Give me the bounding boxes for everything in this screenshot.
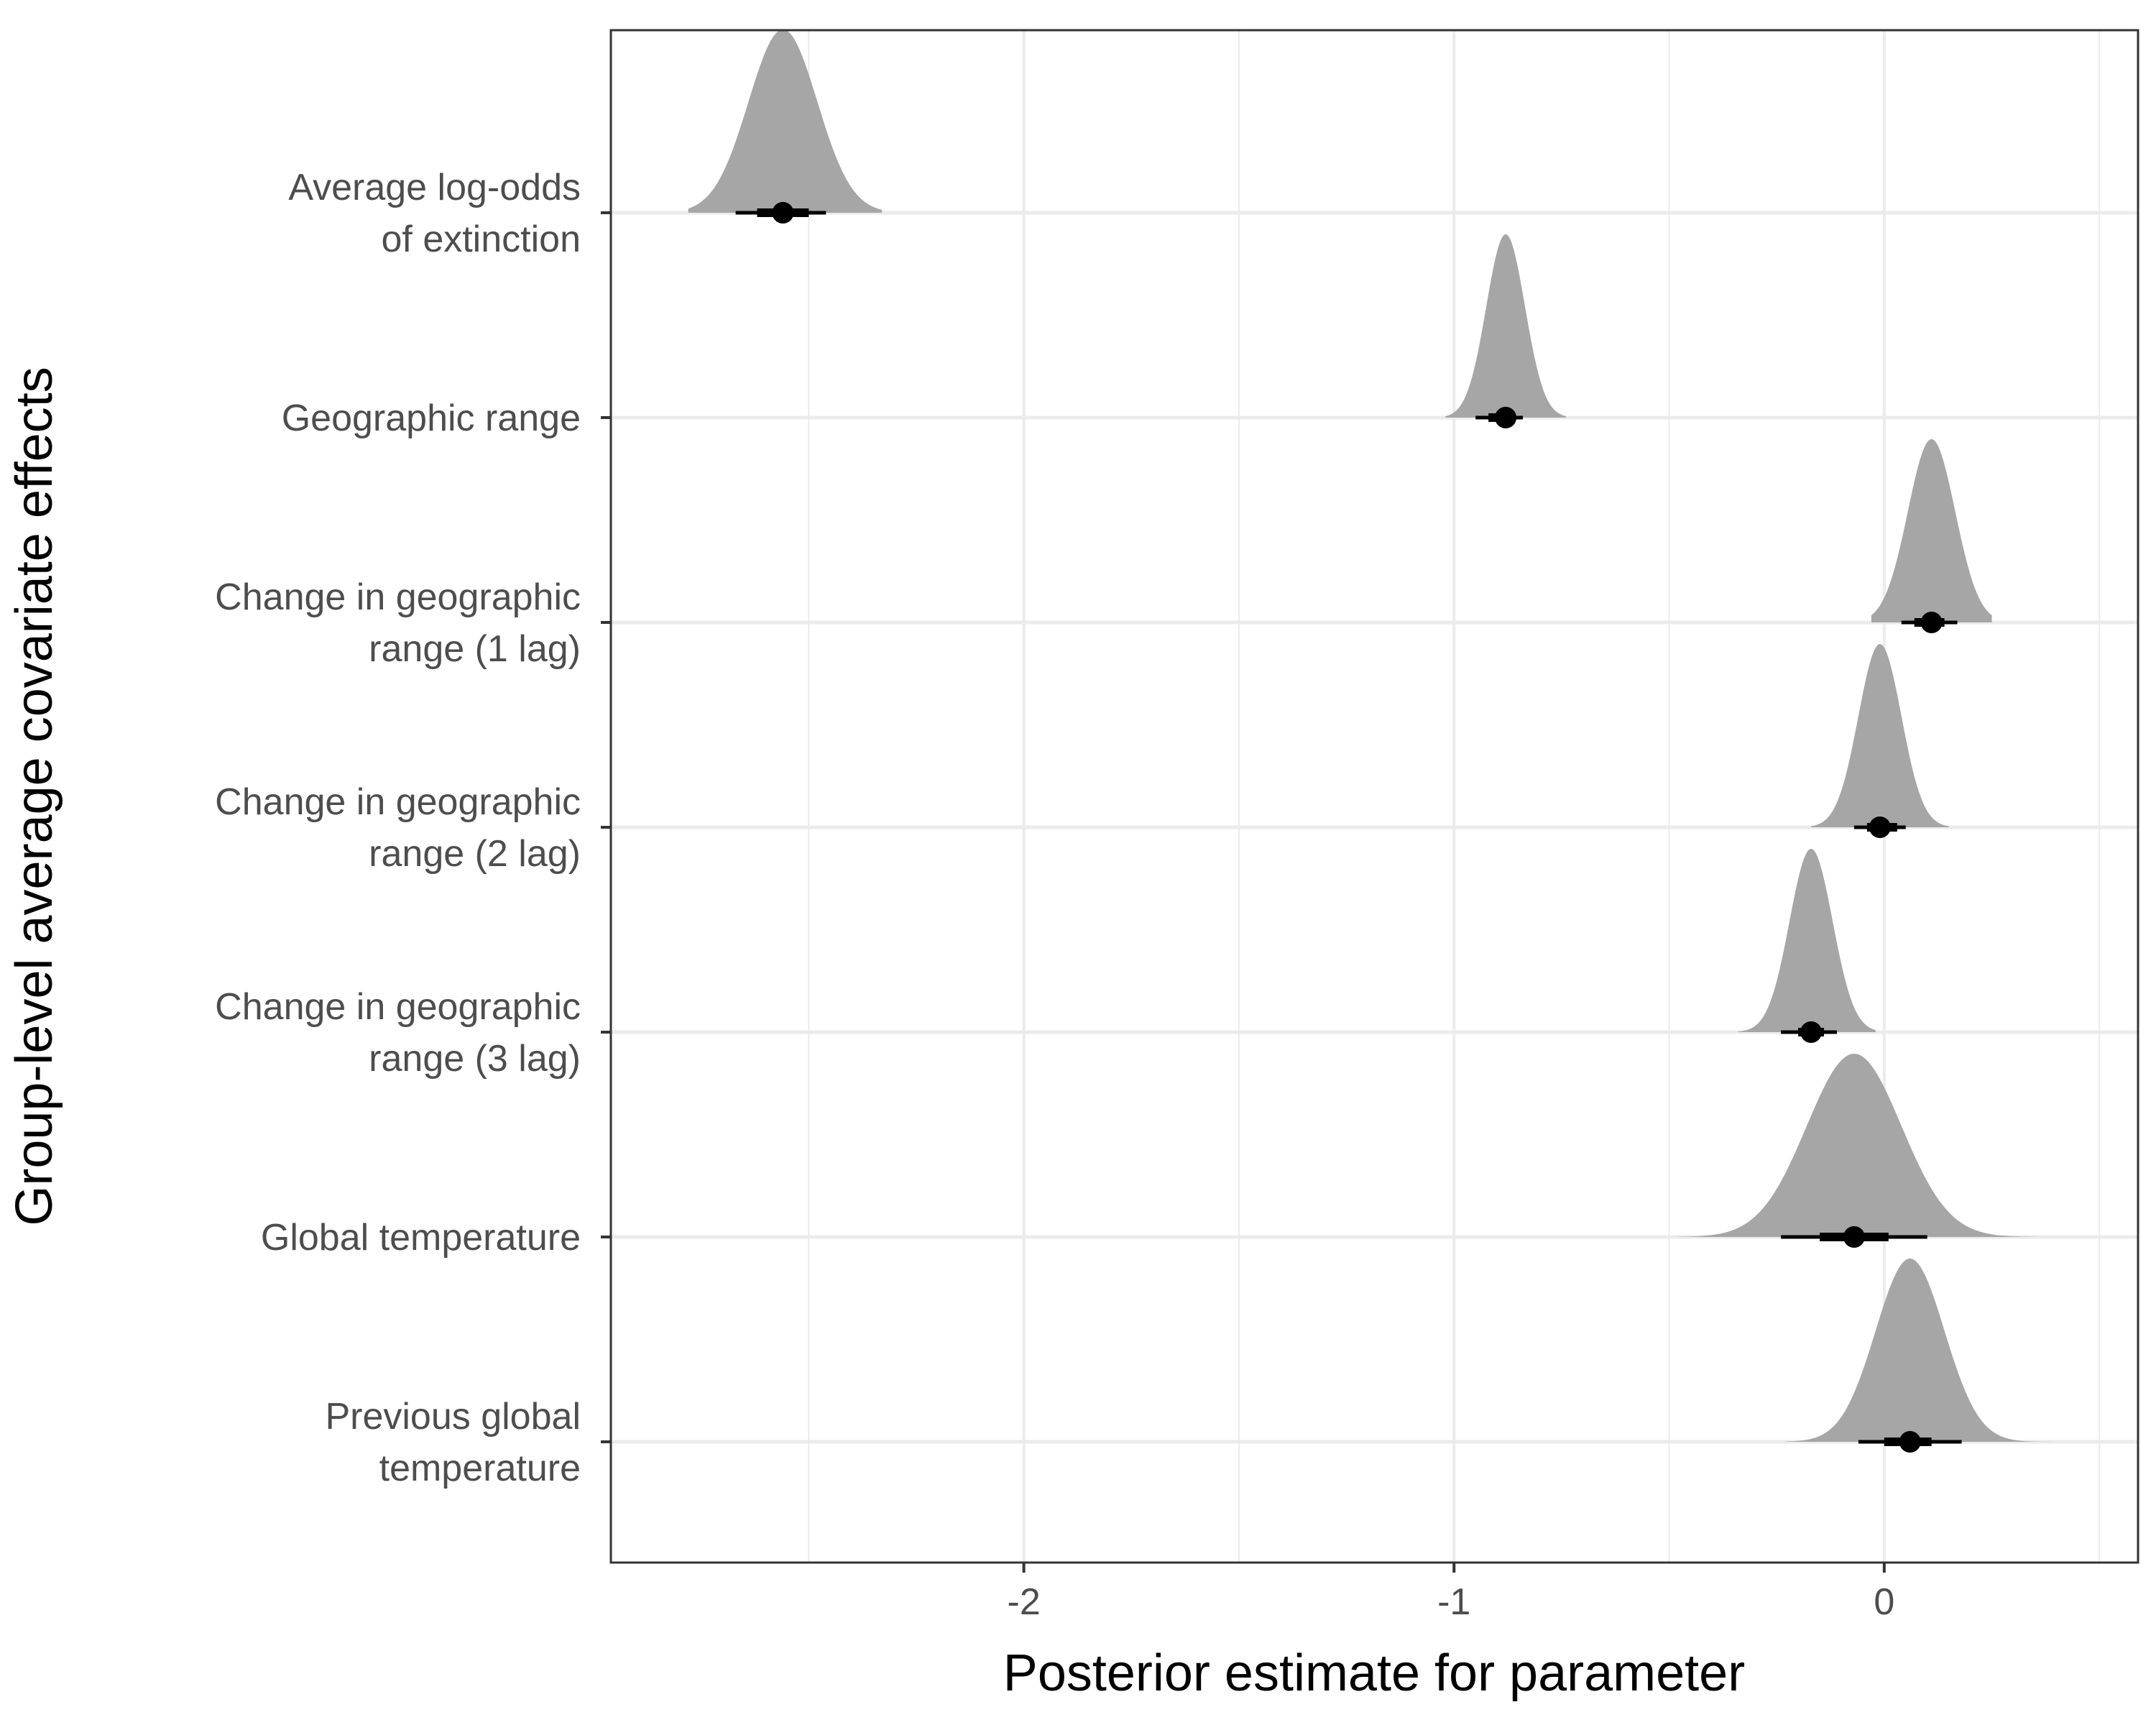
median-point [1920, 612, 1943, 633]
density-shape [1811, 644, 1949, 827]
panel-border [609, 29, 2139, 1564]
y-tick-label: Previous global [325, 1396, 581, 1438]
y-axis-title: Group-level average covariate effects [6, 367, 63, 1225]
density-shape [1871, 439, 1992, 622]
density-layer [688, 29, 2070, 1442]
interval-layer [735, 202, 1962, 1453]
y-tick-label: range (3 lag) [369, 1038, 581, 1080]
median-point [1843, 1226, 1865, 1248]
median-point [1869, 816, 1891, 838]
y-tick-label: Change in geographic [215, 986, 581, 1028]
density-shape [1445, 234, 1566, 418]
y-tick-label: of extinction [382, 218, 581, 260]
median-point [1495, 407, 1517, 428]
x-tick-label: 0 [1874, 1581, 1894, 1623]
density-shape [688, 29, 883, 213]
median-point [772, 202, 794, 224]
y-tick-label: Global temperature [261, 1217, 581, 1259]
axes: -2 -1 0 Average log-odds of extinction Geogra… [215, 167, 1894, 1623]
y-tick-label: range (1 lag) [369, 628, 581, 670]
median-point [1800, 1021, 1823, 1043]
median-point [1899, 1431, 1921, 1453]
y-tick-label: Change in geographic [215, 576, 581, 618]
y-tick-label: temperature [379, 1448, 581, 1489]
y-tick-label: Geographic range [282, 397, 581, 439]
x-axis-title: Posterior estimate for parameter [1003, 1644, 1745, 1702]
density-shape [1738, 849, 1876, 1032]
density-shape [1677, 1054, 2035, 1237]
density-shape [1785, 1259, 2070, 1442]
x-tick-label: -2 [1008, 1581, 1041, 1623]
y-tick-label: range (2 lag) [369, 833, 581, 875]
x-tick-label: -1 [1437, 1581, 1470, 1623]
y-tick-label: Average log-odds [288, 167, 581, 208]
y-tick-label: Change in geographic [215, 781, 581, 823]
